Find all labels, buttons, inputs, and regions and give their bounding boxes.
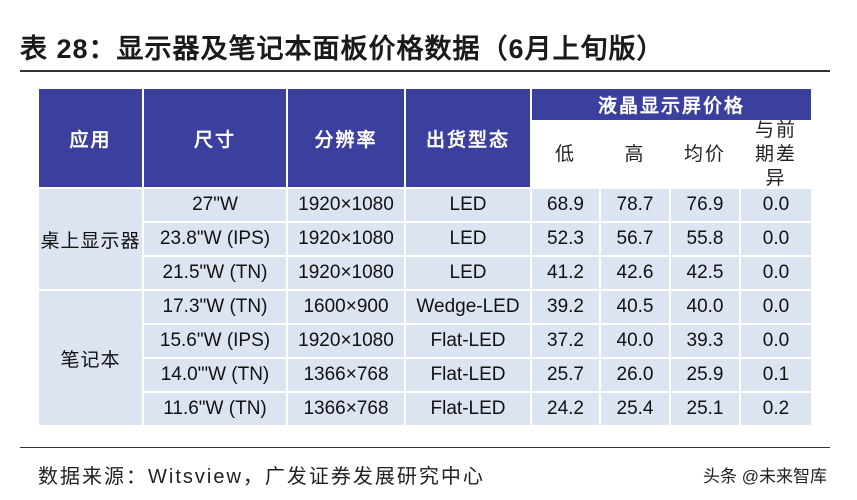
title: 表 28： 显示器及笔记本面板价格数据（6月上旬版） [20, 26, 665, 66]
group-label: 笔记本 [39, 291, 142, 425]
table-cell: 1366×768 [288, 393, 404, 425]
table-cell: 1920×1080 [288, 257, 404, 289]
table-cell: 17.3"W (TN) [144, 291, 286, 323]
table-cell: 24.2 [532, 393, 599, 425]
table-cell: 0.2 [741, 393, 811, 425]
table-cell: 0.0 [741, 325, 811, 357]
table-cell: 0.0 [741, 291, 811, 323]
title-text: 显示器及笔记本面板价格数据（6月上旬版） [116, 33, 665, 64]
table-cell: 21.5"W (TN) [144, 257, 286, 289]
table-cell: 39.2 [532, 291, 599, 323]
price-header: 低 [532, 122, 599, 187]
table-cell: LED [406, 257, 530, 289]
table-cell: 1366×768 [288, 359, 404, 391]
table-cell: 78.7 [601, 189, 669, 221]
table-cell: 41.2 [532, 257, 599, 289]
table-cell: 25.1 [671, 393, 739, 425]
table-cell: 0.0 [741, 257, 811, 289]
table-cell: LED [406, 189, 530, 221]
table-cell: 1600×900 [288, 291, 404, 323]
table-cell: 14.0"'W (TN) [144, 359, 286, 391]
table-cell: Wedge-LED [406, 291, 530, 323]
table-cell: 23.8"W (IPS) [144, 223, 286, 255]
table-cell: 15.6"W (IPS) [144, 325, 286, 357]
table-cell: 25.7 [532, 359, 599, 391]
table-cell: 42.6 [601, 257, 669, 289]
title-label: 表 28： [20, 33, 117, 64]
price-header: 均价 [671, 122, 739, 187]
table-cell: 1920×1080 [288, 325, 404, 357]
table-cell: 0.1 [741, 359, 811, 391]
group-header: 液晶显示屏价格 [532, 89, 811, 120]
table-cell: 26.0 [601, 359, 669, 391]
table-cell: 25.9 [671, 359, 739, 391]
column-header: 出货型态 [406, 89, 530, 187]
table-cell: 40.5 [601, 291, 669, 323]
table-cell: 76.9 [671, 189, 739, 221]
table-cell: Flat-LED [406, 359, 530, 391]
table-cell: 1920×1080 [288, 223, 404, 255]
table-cell: 56.7 [601, 223, 669, 255]
table-cell: 27"W [144, 189, 286, 221]
table-cell: 68.9 [532, 189, 599, 221]
table-cell: 11.6"W (TN) [144, 393, 286, 425]
table-cell: 37.2 [532, 325, 599, 357]
table-cell: 52.3 [532, 223, 599, 255]
column-header: 应用 [39, 89, 142, 187]
table-cell: 25.4 [601, 393, 669, 425]
table-cell: 0.0 [741, 223, 811, 255]
table-cell: 1920×1080 [288, 189, 404, 221]
table-cell: 55.8 [671, 223, 739, 255]
rule [20, 447, 830, 448]
source: 数据来源：Witsview，广发证券发展研究中心 [38, 465, 485, 488]
table-cell: 40.0 [601, 325, 669, 357]
rule [20, 70, 830, 72]
group-label: 桌上显示器 [39, 189, 142, 289]
table-cell: LED [406, 223, 530, 255]
watermark: 头条 @未来智库 [703, 466, 827, 486]
table-cell: 42.5 [671, 257, 739, 289]
table-cell: 0.0 [741, 189, 811, 221]
table-cell: 40.0 [671, 291, 739, 323]
table-cell: Flat-LED [406, 325, 530, 357]
table-cell: Flat-LED [406, 393, 530, 425]
price-header: 高 [601, 122, 669, 187]
price-header: 与前期差异 [741, 120, 811, 189]
column-header: 尺寸 [144, 89, 286, 187]
table-cell: 39.3 [671, 325, 739, 357]
column-header: 分辨率 [288, 89, 404, 187]
